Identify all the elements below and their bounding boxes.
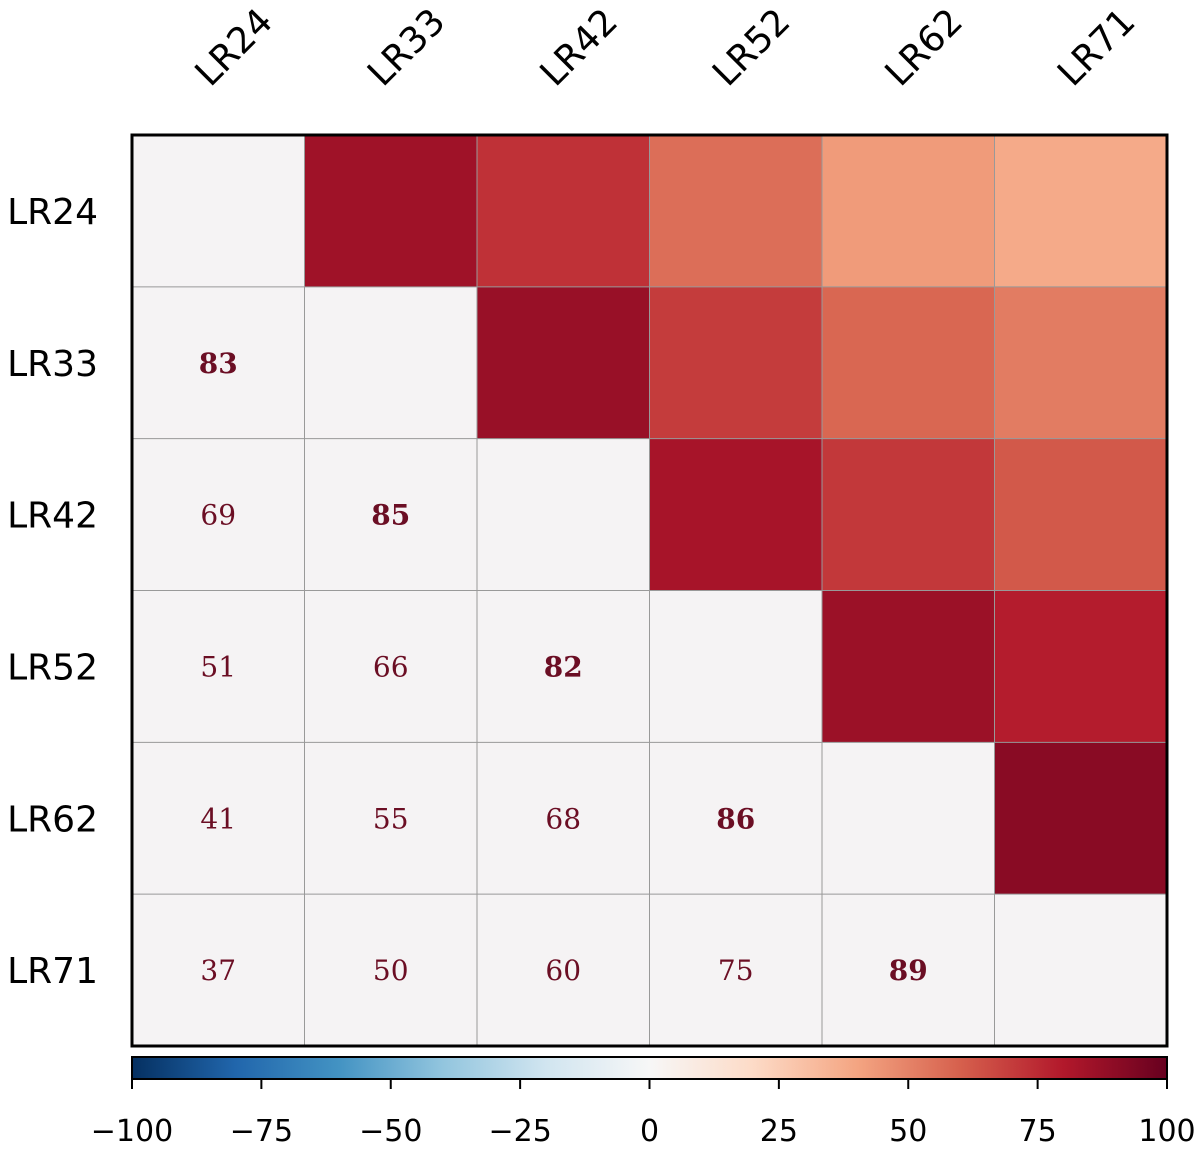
heatmap-cell [822, 286, 995, 439]
heatmap-cell [822, 135, 995, 287]
x-tick-label: LR24 [188, 1, 281, 94]
heatmap-cell [132, 135, 305, 287]
colorbar-tick-label: −100 [91, 1114, 173, 1149]
heatmap-cell [649, 742, 822, 895]
y-tick-labels: LR24 LR33 LR42 LR52 LR62 LR71 [7, 192, 98, 992]
heatmap-cell [304, 438, 477, 591]
cell-value-label: 82 [544, 650, 583, 683]
heatmap-cell [994, 894, 1167, 1046]
colorbar-tick-label: −75 [230, 1114, 293, 1149]
x-tick-labels: LR24 LR33 LR42 LR52 LR62 LR71 [188, 1, 1144, 94]
heatmap-cell [477, 135, 650, 287]
colorbar-tick-label: 25 [760, 1114, 798, 1149]
heatmap-cells [132, 135, 1167, 1046]
heatmap-cell [822, 894, 995, 1046]
y-tick-label: LR62 [7, 799, 98, 840]
heatmap-cell [304, 742, 477, 895]
colorbar-tick-label: 0 [640, 1114, 659, 1149]
y-tick-label: LR52 [7, 647, 98, 688]
y-tick-label: LR24 [7, 192, 98, 233]
cell-value-label: 50 [373, 954, 409, 987]
heatmap-cell [477, 590, 650, 743]
cell-value-labels: 83 69 85 51 66 82 41 55 68 86 37 50 60 75 89 [199, 347, 928, 987]
y-tick-label: LR33 [7, 344, 98, 385]
colorbar-tick-label: 100 [1138, 1114, 1195, 1149]
heatmap-cell [649, 894, 822, 1046]
heatmap-cell [649, 286, 822, 439]
cell-value-label: 68 [545, 802, 581, 835]
cell-value-label: 60 [545, 954, 581, 987]
heatmap-cell [649, 590, 822, 743]
heatmap-cell [822, 590, 995, 743]
cell-value-label: 86 [716, 802, 755, 835]
cell-value-label: 55 [373, 802, 409, 835]
heatmap-cell [477, 438, 650, 591]
cell-value-label: 51 [200, 650, 236, 683]
heatmap-cell [649, 135, 822, 287]
heatmap-cell [994, 590, 1167, 743]
heatmap-cell [994, 135, 1167, 287]
heatmap-cell [477, 286, 650, 439]
cell-value-label: 37 [200, 954, 236, 987]
heatmap-cell [822, 438, 995, 591]
heatmap-cell [994, 742, 1167, 895]
cell-value-label: 83 [199, 347, 238, 380]
cell-value-label: 41 [200, 802, 236, 835]
heatmap-gridlines [132, 135, 1167, 1046]
x-tick-label: LR71 [1050, 1, 1143, 94]
colorbar-tick-label: 75 [1019, 1114, 1057, 1149]
heatmap-cell [132, 438, 305, 591]
heatmap-cell [132, 590, 305, 743]
colorbar [131, 1056, 1168, 1080]
heatmap-cell [994, 438, 1167, 591]
cell-value-label: 89 [889, 954, 928, 987]
heatmap-cell [477, 894, 650, 1046]
heatmap-cell [132, 742, 305, 895]
x-tick-label: LR33 [360, 1, 453, 94]
colorbar-ticks: −100 −75 −50 −25 0 25 50 75 100 [91, 1079, 1196, 1149]
colorbar-tick-label: −50 [359, 1114, 422, 1149]
heatmap-cell [132, 894, 305, 1046]
cell-value-label: 85 [371, 499, 410, 532]
cell-value-label: 75 [718, 954, 754, 987]
cell-value-label: 66 [373, 650, 409, 683]
heatmap-frame [130, 133, 1169, 1048]
x-tick-label: LR62 [878, 1, 971, 94]
heatmap-cell [477, 742, 650, 895]
y-tick-label: LR42 [7, 496, 98, 537]
x-tick-label: LR42 [533, 1, 626, 94]
heatmap-cell [649, 438, 822, 591]
colorbar-tick-label: 50 [889, 1114, 927, 1149]
y-tick-label: LR71 [7, 951, 98, 992]
heatmap-cell [304, 590, 477, 743]
heatmap-cell [304, 286, 477, 439]
heatmap-cell [822, 742, 995, 895]
heatmap-cell [304, 135, 477, 287]
heatmap-cell [994, 286, 1167, 439]
heatmap-cell [304, 894, 477, 1046]
x-tick-label: LR52 [705, 1, 798, 94]
cell-value-label: 69 [200, 499, 236, 532]
heatmap-cell [132, 286, 305, 439]
colorbar-tick-label: −25 [488, 1114, 551, 1149]
